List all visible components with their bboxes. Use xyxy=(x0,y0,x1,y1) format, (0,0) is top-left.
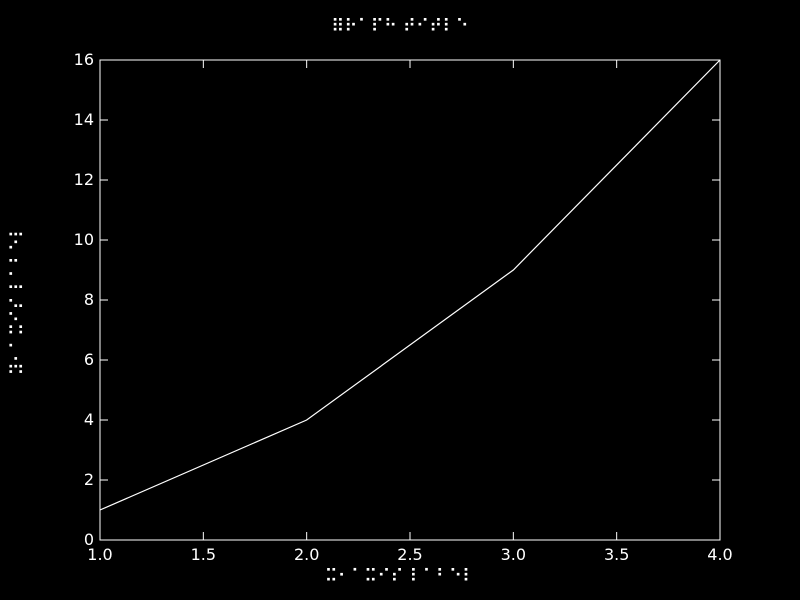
y-tick-label: 4 xyxy=(84,410,94,429)
x-tick-label: 3.5 xyxy=(604,545,629,564)
x-tick-label: 1.0 xyxy=(87,545,112,564)
y-tick-label: 0 xyxy=(84,530,94,549)
y-tick-label: 2 xyxy=(84,470,94,489)
x-tick-label: 2.0 xyxy=(294,545,319,564)
y-tick-label: 16 xyxy=(74,50,94,69)
x-tick-label: 3.0 xyxy=(501,545,526,564)
y-tick-label: 10 xyxy=(74,230,94,249)
series-line xyxy=(99,59,721,511)
ticks-layer: 1.0 1.5 2.0 2.5 3.0 3.5 4.0 0 2 4 6 8 10 12 14 16 xyxy=(74,50,733,564)
y-tick-label: 8 xyxy=(84,290,94,309)
y-tick-label: 6 xyxy=(84,350,94,369)
plot-frame xyxy=(99,59,721,541)
chart-title: ⠿⠗⠁⠏⠓ ⠞⠊⠞⠇⠑ xyxy=(331,16,469,37)
x-tick-label: 2.5 xyxy=(397,545,422,564)
x-axis-label: ⠭⠂⠁⠭⠊⠎ ⠇⠁⠃⠑⠇ xyxy=(324,566,476,587)
y-tick-label: 14 xyxy=(74,110,94,129)
x-tick-label: 1.5 xyxy=(191,545,216,564)
y-tick-label: 12 xyxy=(74,170,94,189)
x-tick-label: 4.0 xyxy=(707,545,732,564)
series-layer xyxy=(99,59,721,511)
